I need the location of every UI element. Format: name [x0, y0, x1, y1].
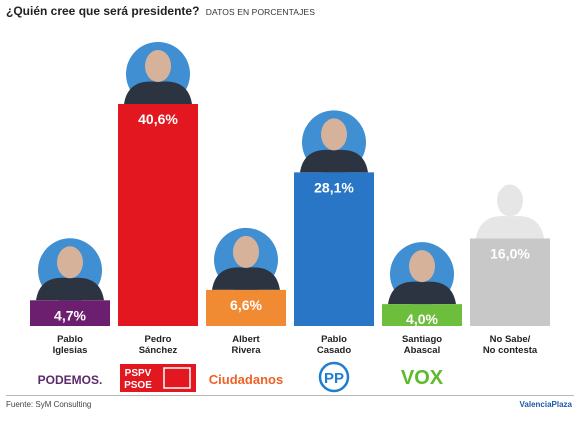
party-logo-ring-3: [318, 361, 350, 393]
portrait-head: [321, 118, 347, 151]
footer-divider: [6, 395, 574, 396]
source-note: Fuente: SyM Consulting: [6, 400, 92, 409]
party-logo-3: PP: [324, 370, 344, 387]
party-logo-rose-icon: [163, 367, 191, 389]
portrait-body: [36, 277, 104, 301]
category-label-1-1: Sánchez: [139, 345, 178, 356]
portrait-head: [145, 50, 171, 82]
chart-subtitle: DATOS EN PORCENTAJES: [205, 7, 315, 17]
bar-0: [30, 300, 110, 326]
bar-2: [206, 289, 286, 326]
portrait-head: [57, 246, 83, 279]
portrait-head: [497, 184, 523, 217]
brand-name: ValenciaPlaza: [519, 400, 572, 409]
party-logo-4: VOX: [401, 367, 444, 389]
portrait-body: [212, 267, 280, 290]
portrait-5: [476, 176, 544, 241]
category-label-1-0: Pedro: [145, 334, 172, 345]
party-logo-0: PODEMOS.: [38, 373, 103, 387]
category-label-5-0: No Sabe/: [490, 334, 531, 345]
category-label-2-1: Rivera: [231, 345, 261, 356]
portrait-body: [124, 81, 192, 104]
value-label-2: 6,6%: [230, 297, 262, 313]
chart-title: ¿Quién cree que será presidente?: [6, 4, 200, 18]
bar-4: [382, 304, 462, 326]
bar-1: [118, 104, 198, 326]
portrait-1: [124, 42, 192, 106]
value-label-1: 40,6%: [138, 111, 178, 127]
category-label-4-0: Santiago: [402, 334, 442, 345]
category-label-2-0: Albert: [232, 334, 260, 345]
portrait-head: [233, 235, 259, 268]
value-label-0: 4,7%: [54, 307, 86, 323]
value-label-5: 16,0%: [490, 246, 530, 262]
bar-3: [294, 172, 374, 326]
portrait-body: [388, 281, 456, 305]
category-label-4-1: Abascal: [404, 345, 440, 356]
portrait-body: [300, 149, 368, 173]
bar-5: [470, 238, 550, 326]
portrait-head: [409, 250, 435, 283]
chart-title-row: ¿Quién cree que será presidente? DATOS E…: [6, 4, 315, 18]
party-logo-1-1: PSOE: [124, 380, 152, 391]
portrait-body: [476, 215, 544, 239]
category-label-3-0: Pablo: [321, 334, 347, 345]
portrait-2: [212, 227, 280, 292]
category-label-0-0: Pablo: [57, 334, 83, 345]
value-label-4: 4,0%: [406, 311, 438, 327]
portrait-4: [388, 242, 456, 307]
party-logo-1-0: PSPV: [125, 368, 152, 379]
portrait-0: [36, 238, 104, 303]
category-label-0-1: Iglesias: [53, 345, 88, 356]
portrait-3: [300, 110, 368, 175]
party-logo-2: Ciudadanos: [209, 372, 283, 387]
category-label-3-1: Casado: [317, 345, 352, 356]
category-label-5-1: No contesta: [483, 345, 538, 356]
value-label-3: 28,1%: [314, 179, 354, 195]
